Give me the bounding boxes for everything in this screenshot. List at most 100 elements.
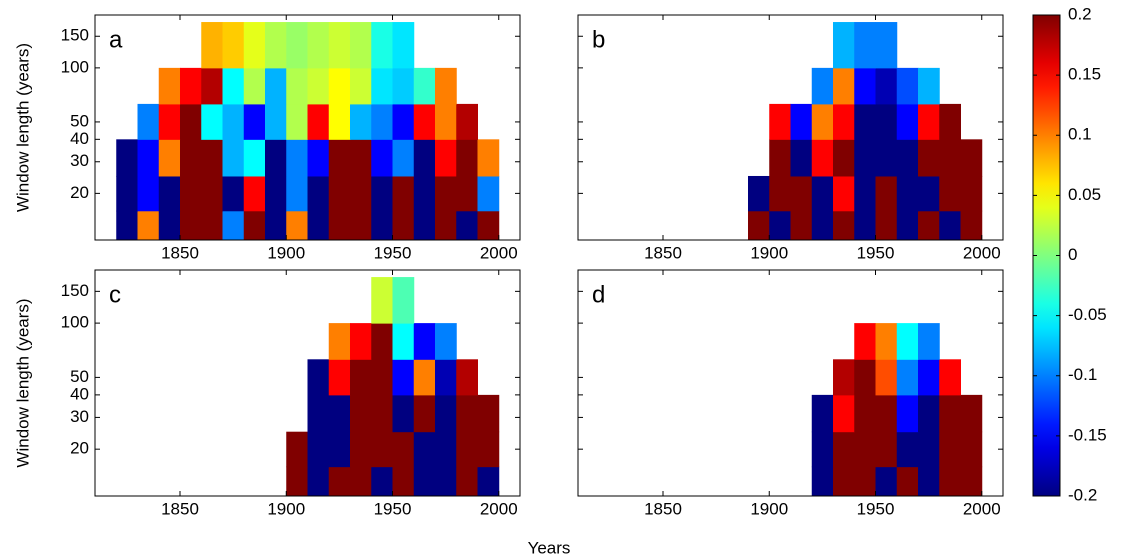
colorbar-tick-label: 0.1	[1068, 125, 1092, 144]
y-tick-label: 40	[70, 384, 89, 403]
heatmap-cell	[350, 210, 372, 240]
heatmap-cell	[158, 67, 181, 105]
heatmap-cell	[371, 175, 393, 212]
heatmap-cell	[180, 139, 202, 177]
heatmap-cell	[307, 431, 330, 468]
heatmap-cell	[790, 175, 813, 212]
x-tick-label: 1900	[750, 243, 788, 262]
heatmap-cell	[456, 139, 478, 177]
heatmap-cell	[811, 67, 834, 105]
heatmap-cell	[896, 323, 919, 360]
heatmap-cell	[811, 394, 834, 433]
heatmap-cell	[201, 67, 223, 105]
colorbar-tick-label: -0.05	[1068, 305, 1107, 324]
heatmap-cell	[392, 22, 415, 69]
heatmap-cell	[265, 22, 287, 69]
heatmap-cell	[896, 359, 919, 396]
heatmap-cell	[286, 431, 308, 468]
heatmap-cell	[328, 210, 351, 240]
colorbar	[1032, 14, 1061, 497]
heatmap-cell	[392, 67, 415, 105]
heatmap-cell	[875, 67, 898, 105]
heatmap-cell	[265, 210, 287, 240]
panel-label: c	[109, 281, 121, 308]
heatmap-cell	[392, 394, 415, 433]
heatmap-cell	[413, 103, 436, 140]
heatmap-cell	[811, 431, 834, 468]
heatmap-cell	[918, 431, 940, 468]
heatmap-cell	[896, 139, 919, 177]
heatmap-cell	[896, 103, 919, 140]
heatmap	[286, 277, 500, 496]
heatmap-cell	[328, 22, 351, 69]
heatmap-cell	[435, 210, 457, 240]
heatmap-cell	[222, 103, 245, 140]
heatmap-cell	[854, 103, 876, 140]
heatmap-cell	[307, 394, 330, 433]
heatmap-cell	[456, 103, 478, 140]
x-tick-label: 1950	[857, 243, 895, 262]
heatmap-cell	[435, 67, 457, 105]
heatmap-cell	[371, 431, 393, 468]
heatmap-cell	[137, 175, 160, 212]
heatmap-cell	[477, 210, 500, 240]
heatmap-cell	[875, 359, 898, 396]
heatmap-cell	[413, 139, 436, 177]
heatmap-cell	[201, 210, 223, 240]
heatmap-cell	[811, 139, 834, 177]
heatmap-cell	[960, 175, 983, 212]
heatmap-cell	[456, 175, 478, 212]
heatmap-cell	[456, 359, 478, 396]
heatmap-cell	[939, 139, 961, 177]
heatmap-cell	[307, 103, 330, 140]
heatmap-cell	[960, 139, 983, 177]
heatmap-cell	[918, 394, 940, 433]
heatmap	[116, 22, 500, 240]
heatmap-cell	[413, 359, 436, 396]
heatmap-cell	[875, 431, 898, 468]
heatmap-cell	[328, 466, 351, 496]
heatmap-cell	[769, 103, 791, 140]
heatmap-cell	[201, 175, 223, 212]
heatmap-cell	[350, 103, 372, 140]
colorbar-tick-label: -0.1	[1068, 365, 1097, 384]
heatmap-cell	[769, 210, 791, 240]
heatmap-cell	[286, 175, 308, 212]
heatmap-cell	[222, 139, 245, 177]
y-tick-label: 40	[70, 129, 89, 148]
heatmap-cell	[833, 175, 855, 212]
heatmap-cell	[350, 394, 372, 433]
heatmap-cell	[371, 67, 393, 105]
heatmap-cell	[456, 210, 478, 240]
heatmap-cell	[854, 359, 876, 396]
x-tick-label: 2000	[963, 243, 1001, 262]
heatmap-cell	[307, 67, 330, 105]
heatmap-cell	[243, 103, 266, 140]
heatmap-cell	[960, 466, 983, 496]
heatmap-cell	[222, 175, 245, 212]
heatmap-cell	[243, 210, 266, 240]
y-tick-label: 20	[70, 439, 89, 458]
heatmap-cell	[222, 67, 245, 105]
y-tick-label: 100	[61, 313, 89, 332]
heatmap-cell	[265, 67, 287, 105]
heatmap-cell	[939, 394, 961, 433]
x-tick-label: 1950	[374, 243, 412, 262]
heatmap-cell	[854, 394, 876, 433]
heatmap-cell	[875, 103, 898, 140]
heatmap-cell	[350, 431, 372, 468]
x-axis-label: Years	[528, 538, 571, 557]
heatmap-cell	[222, 210, 245, 240]
plot-frame	[577, 14, 1004, 241]
heatmap-cell	[180, 175, 202, 212]
heatmap-cell	[116, 175, 138, 212]
heatmap-cell	[201, 103, 223, 140]
heatmap-cell	[896, 431, 919, 468]
heatmap-cell	[392, 431, 415, 468]
heatmap-cell	[435, 139, 457, 177]
x-tick-label: 1950	[374, 499, 412, 518]
heatmap-cell	[328, 359, 351, 396]
heatmap-cell	[875, 394, 898, 433]
heatmap-cell	[307, 466, 330, 496]
heatmap-cell	[350, 323, 372, 360]
